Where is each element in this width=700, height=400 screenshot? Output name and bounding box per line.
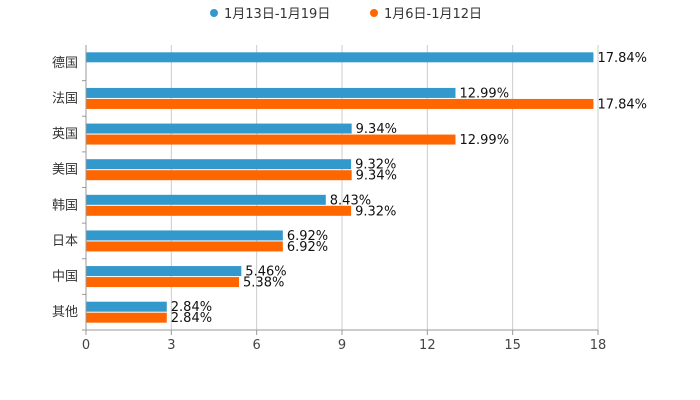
legend-label: 1月6日-1月12日 bbox=[384, 7, 482, 22]
legend: 1月13日-1月19日 1月6日-1月12日 bbox=[210, 7, 482, 22]
data-label: 6.92% bbox=[287, 229, 328, 244]
x-tick-label: 6 bbox=[253, 338, 261, 353]
bar-series-2 bbox=[86, 170, 352, 181]
bar-series-1 bbox=[86, 87, 456, 98]
data-label: 2.84% bbox=[171, 311, 212, 326]
data-label: 5.46% bbox=[245, 265, 286, 280]
data-label: 9.32% bbox=[355, 204, 396, 219]
x-tick-label: 15 bbox=[504, 338, 521, 353]
x-tick-label: 9 bbox=[338, 338, 346, 353]
data-labels: 17.84%12.99%17.84%9.34%12.99%9.32%9.34%8… bbox=[171, 51, 647, 326]
bar-series-2 bbox=[86, 98, 594, 109]
data-label: 6.92% bbox=[287, 240, 328, 255]
category-label: 法国 bbox=[52, 91, 78, 106]
bar-series-1 bbox=[86, 194, 326, 205]
data-label: 17.84% bbox=[597, 97, 647, 112]
data-label: 12.99% bbox=[459, 133, 509, 148]
x-tick-label: 0 bbox=[82, 338, 90, 353]
bar-series-2 bbox=[86, 205, 352, 216]
bar-series-1 bbox=[86, 52, 594, 63]
bar-series-2 bbox=[86, 241, 283, 252]
data-label: 8.43% bbox=[330, 193, 371, 208]
category-label: 韩国 bbox=[52, 198, 78, 213]
category-label: 英国 bbox=[52, 127, 78, 142]
bar-series-1 bbox=[86, 123, 352, 134]
data-label: 2.84% bbox=[171, 300, 212, 315]
data-label: 17.84% bbox=[597, 51, 647, 66]
bar-series-2 bbox=[86, 277, 240, 288]
data-label: 5.38% bbox=[243, 276, 284, 291]
legend-marker bbox=[370, 9, 378, 17]
bar-series-1 bbox=[86, 230, 283, 241]
bar-series-2 bbox=[86, 134, 456, 145]
data-label: 12.99% bbox=[459, 86, 509, 101]
category-label: 美国 bbox=[52, 163, 78, 178]
legend-label: 1月13日-1月19日 bbox=[224, 7, 330, 22]
bar-series-1 bbox=[86, 301, 167, 312]
x-tick-label: 18 bbox=[590, 338, 607, 353]
bars bbox=[86, 52, 594, 323]
category-label: 其他 bbox=[52, 305, 78, 320]
x-tick-label: 3 bbox=[167, 338, 175, 353]
category-label: 德国 bbox=[52, 56, 78, 71]
data-label: 9.32% bbox=[355, 158, 396, 173]
legend-marker bbox=[210, 9, 218, 17]
data-label: 9.34% bbox=[356, 122, 397, 137]
bar-series-2 bbox=[86, 312, 167, 323]
bar-series-1 bbox=[86, 159, 352, 170]
category-label: 日本 bbox=[52, 234, 78, 249]
category-label: 中国 bbox=[52, 270, 78, 285]
x-tick-label: 12 bbox=[419, 338, 436, 353]
data-label: 9.34% bbox=[356, 169, 397, 184]
gridlines bbox=[85, 45, 599, 330]
bar-series-1 bbox=[86, 266, 242, 277]
